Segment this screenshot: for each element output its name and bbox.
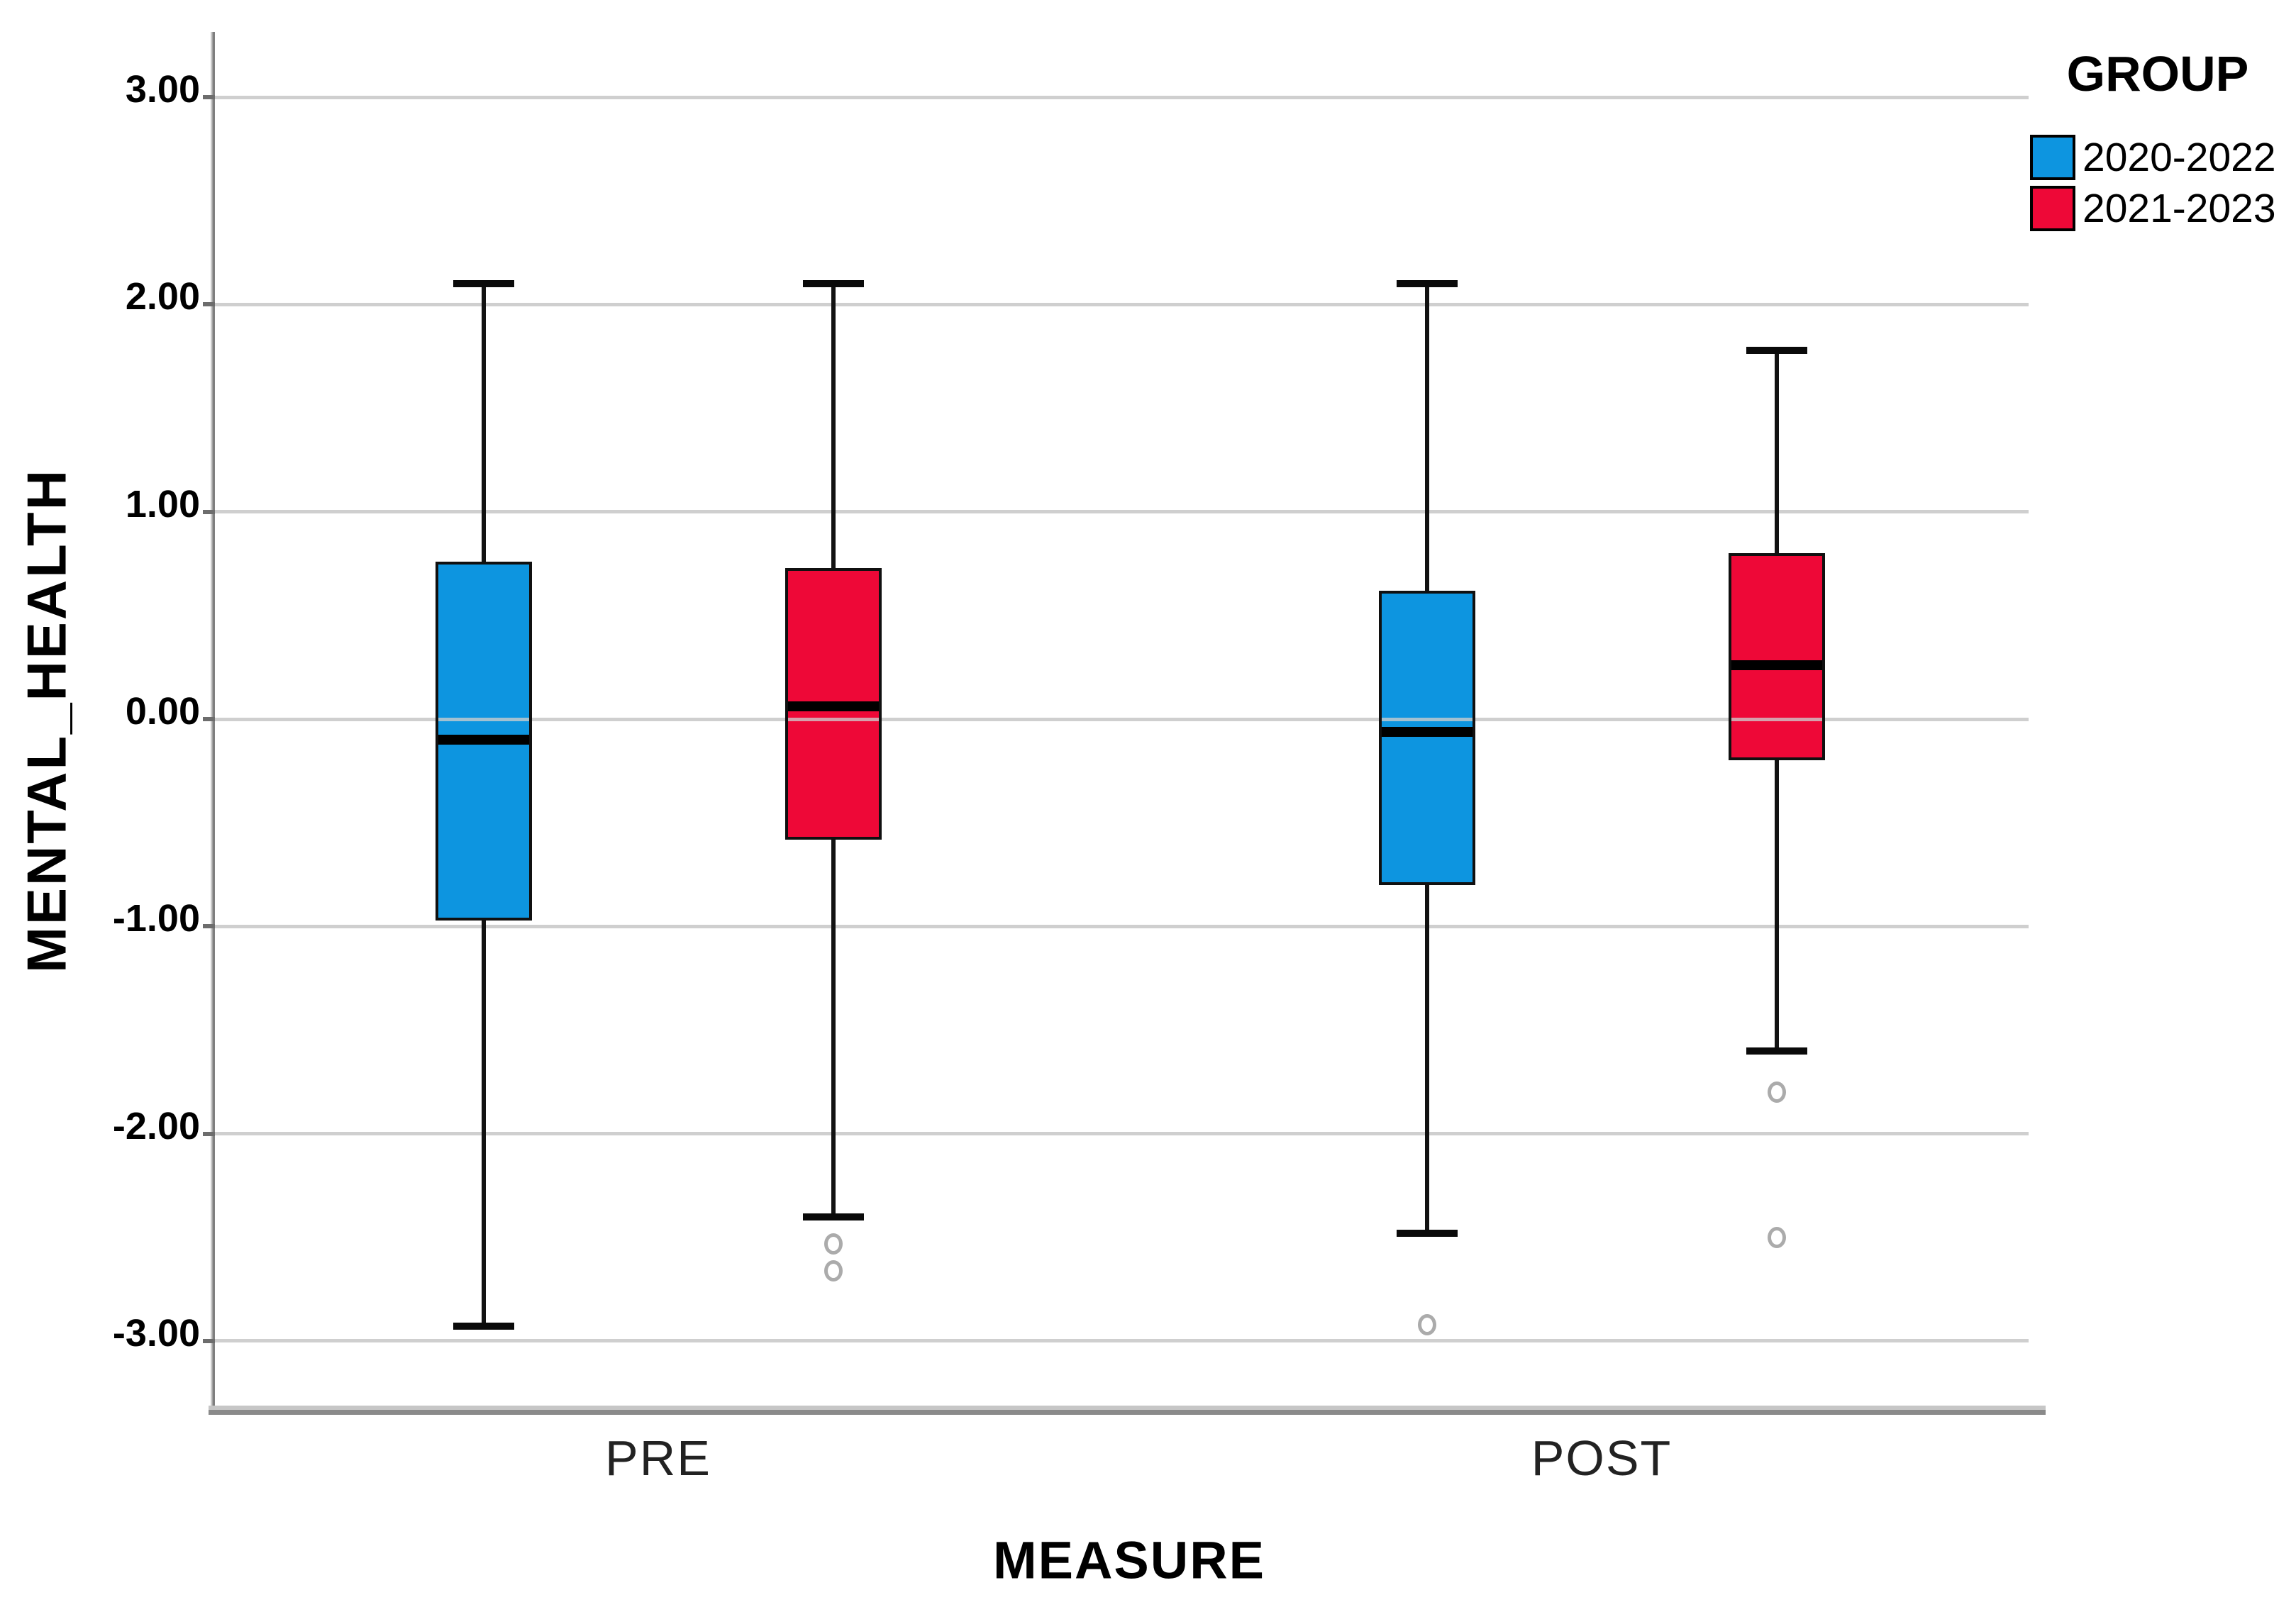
whisker-cap-low [1746, 1047, 1807, 1055]
y-tick-label: 3.00 [125, 68, 200, 111]
whisker-cap-low [803, 1213, 864, 1220]
gridline-overlay [788, 717, 879, 721]
gridline--1.00 [213, 924, 2029, 928]
y-axis-tick [203, 717, 215, 721]
x-axis-title: MEASURE [992, 1530, 1266, 1590]
box-2021-2023-PRE [785, 567, 882, 840]
median-2020-2022-POST [1381, 726, 1473, 737]
gridline-0.00 [213, 717, 2029, 721]
gridline-1.00 [213, 510, 2029, 514]
whisker-cap-low [1396, 1229, 1458, 1237]
y-axis-tick [203, 95, 215, 100]
legend-title: GROUP [2066, 46, 2249, 101]
x-tick-label-pre: PRE [605, 1430, 711, 1486]
y-tick-label: 0.00 [125, 690, 200, 733]
y-axis-tick [203, 302, 215, 307]
gridline-2.00 [213, 302, 2029, 306]
y-axis-tick [203, 1338, 215, 1343]
outlier-point [1767, 1081, 1786, 1103]
gridline-3.00 [213, 95, 2029, 99]
whisker-cap-high [453, 280, 514, 288]
outlier-point [1767, 1226, 1786, 1248]
box-2021-2023-POST [1728, 553, 1825, 761]
gridline-overlay [438, 717, 529, 721]
median-2021-2023-POST [1731, 660, 1822, 670]
y-axis-tick [203, 509, 215, 514]
median-2021-2023-PRE [788, 701, 879, 712]
whisker-cap-high [1396, 280, 1458, 288]
whisker-cap-low [453, 1323, 514, 1330]
y-tick-label: -1.00 [112, 897, 200, 940]
whisker-cap-high [803, 280, 864, 288]
box-2020-2022-PRE [436, 561, 532, 921]
gridline-overlay [1731, 717, 1822, 721]
y-tick-label: 1.00 [125, 482, 200, 526]
legend-label: 2020-2022 [2083, 135, 2276, 180]
legend-label: 2021-2023 [2083, 186, 2276, 231]
x-axis-line [209, 1406, 2046, 1415]
y-tick-label: -2.00 [112, 1104, 200, 1147]
outlier-point [824, 1233, 843, 1255]
y-axis-title: MENTAL_HEALTH [15, 467, 78, 974]
outlier-point [824, 1260, 843, 1281]
y-axis-tick [203, 924, 215, 929]
x-tick-label-post: POST [1531, 1430, 1673, 1486]
outlier-point [1417, 1313, 1436, 1335]
whisker-cap-high [1746, 346, 1807, 354]
legend-swatch-2020-2022 [2030, 135, 2075, 180]
y-axis-tick [203, 1131, 215, 1136]
gridline--3.00 [213, 1339, 2029, 1343]
y-tick-label: 2.00 [125, 275, 200, 318]
median-2020-2022-PRE [438, 735, 529, 745]
box-2020-2022-POST [1378, 590, 1475, 885]
y-tick-label: -3.00 [112, 1311, 200, 1355]
legend-swatch-2021-2023 [2030, 186, 2075, 231]
gridline-overlay [1381, 717, 1473, 721]
gridline--2.00 [213, 1132, 2029, 1136]
